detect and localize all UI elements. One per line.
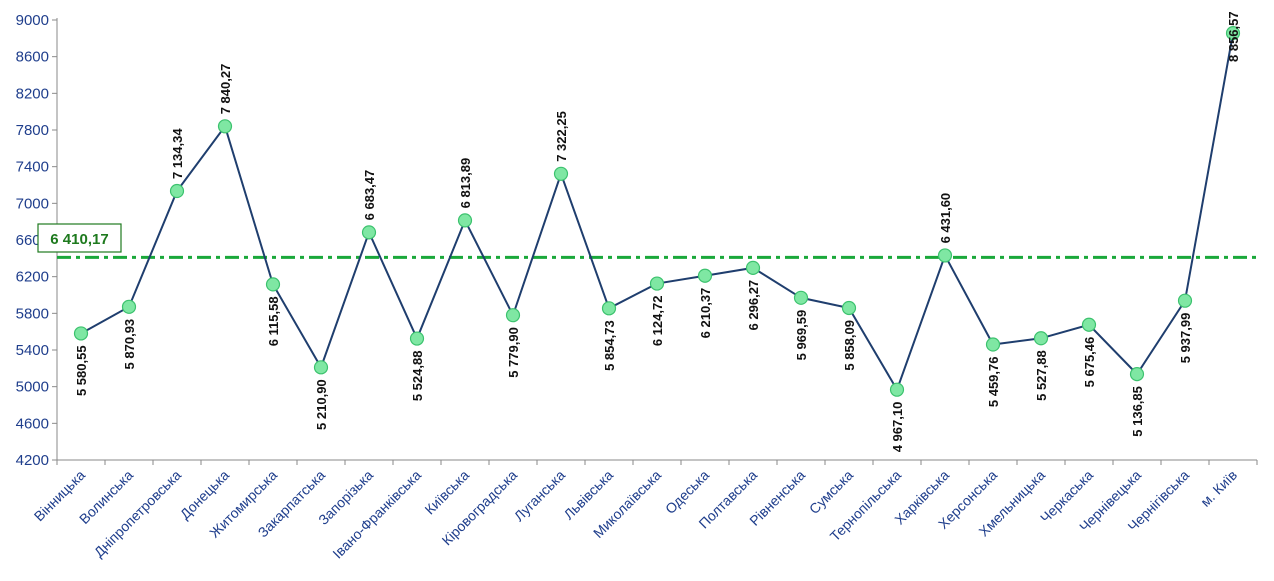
data-point (985, 337, 1001, 352)
data-point (265, 277, 281, 292)
data-label: 5 527,88 (1034, 350, 1049, 401)
x-tick-label: м. Київ (1197, 467, 1240, 510)
data-point (217, 119, 233, 134)
data-label: 5 870,93 (122, 319, 137, 370)
y-tick-label: 7400 (16, 159, 49, 176)
data-label: 6 210,37 (698, 288, 713, 339)
data-point (1177, 293, 1193, 308)
data-point (889, 382, 905, 397)
data-point (1081, 317, 1097, 332)
data-label: 7 840,27 (218, 64, 233, 115)
data-point (121, 299, 137, 314)
y-tick-label: 8600 (16, 49, 49, 66)
y-tick-label: 7000 (16, 195, 49, 212)
data-label: 5 969,59 (794, 310, 809, 361)
y-tick-label: 5000 (16, 379, 49, 396)
data-label: 6 431,60 (938, 193, 953, 244)
data-point (409, 331, 425, 346)
data-point (457, 213, 473, 228)
data-label: 6 813,89 (458, 158, 473, 209)
data-label: 5 524,88 (410, 351, 425, 402)
data-point (1129, 367, 1145, 382)
y-tick-label: 7800 (16, 122, 49, 139)
data-point (73, 326, 89, 341)
data-label: 5 937,99 (1178, 313, 1193, 364)
data-point (553, 166, 569, 181)
x-axis: ВінницькаВолинськаДніпропетровськаДонець… (31, 459, 1258, 562)
data-points (73, 26, 1241, 397)
data-label: 5 459,76 (986, 357, 1001, 408)
y-tick-label: 4600 (16, 415, 49, 432)
y-tick-label: 9000 (16, 12, 49, 29)
data-label: 5 210,90 (314, 379, 329, 430)
data-point (649, 276, 665, 291)
data-label: 5 779,90 (506, 327, 521, 378)
data-label: 5 675,46 (1082, 337, 1097, 388)
data-point (361, 225, 377, 240)
data-point (697, 268, 713, 283)
x-tick-label: Одеська (662, 467, 712, 517)
average-line-group: 6 410,17 (37, 223, 1257, 259)
data-label: 5 580,55 (74, 345, 89, 396)
average-label: 6 410,17 (50, 231, 108, 248)
y-axis: 4200460050005400580062006600700074007800… (16, 12, 58, 469)
x-tick-label: Дніпропетровська (91, 467, 185, 561)
data-label: 6 115,58 (266, 296, 281, 346)
data-point (601, 301, 617, 316)
y-tick-label: 5800 (16, 305, 49, 322)
data-label: 8 856,57 (1226, 11, 1241, 62)
y-tick-label: 6200 (16, 269, 49, 286)
data-point (1033, 331, 1049, 346)
data-label: 6 683,47 (362, 170, 377, 221)
data-label: 4 967,10 (890, 402, 905, 453)
data-label: 7 134,34 (170, 128, 185, 179)
data-point (313, 360, 329, 375)
data-point (169, 183, 185, 199)
data-point (793, 290, 809, 305)
data-point (937, 248, 953, 263)
data-label: 5 854,73 (602, 320, 617, 371)
x-tick-label: Івано-Франківська (329, 467, 424, 562)
y-tick-label: 4200 (16, 452, 49, 469)
data-point (1225, 26, 1241, 41)
data-label: 6 124,72 (650, 296, 665, 347)
x-tick-label: Сумська (806, 467, 856, 517)
average-label-box (37, 223, 122, 253)
y-tick-label: 8200 (16, 85, 49, 102)
data-label: 6 296,27 (746, 280, 761, 331)
data-label: 7 322,25 (554, 111, 569, 162)
data-point (505, 308, 521, 323)
data-label: 5 858,09 (842, 320, 857, 371)
x-tick-label: Луганська (511, 467, 569, 525)
data-point (841, 300, 857, 316)
data-point (745, 260, 761, 275)
data-labels: 5 580,55 5 870,93 7 134,34 7 840,27 6 115,58… (74, 11, 1241, 452)
data-label: 5 136,85 (1130, 386, 1145, 437)
y-tick-label: 5400 (16, 342, 49, 359)
